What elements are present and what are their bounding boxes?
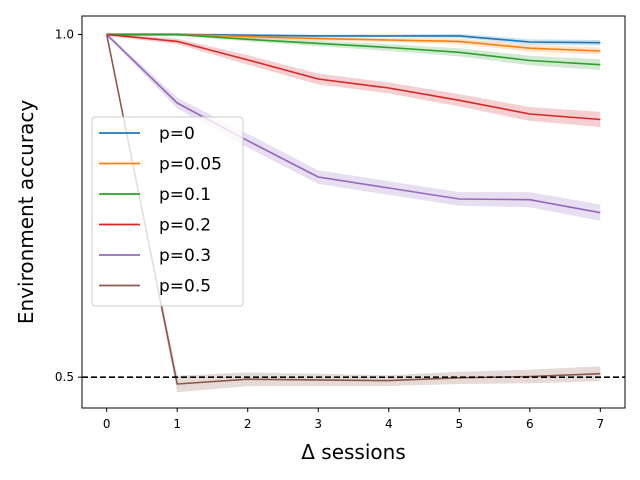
y-axis-label: Environment accuracy	[14, 100, 38, 324]
legend-label-p=0: p=0	[159, 124, 195, 144]
y-axis-ticks: 0.5 1.0	[55, 28, 82, 385]
x-tick-label: 7	[596, 417, 604, 431]
x-tick-label: 3	[314, 417, 322, 431]
legend-label-p=0.3: p=0.3	[159, 246, 211, 266]
x-tick-label: 0	[103, 417, 111, 431]
x-axis-label: Δ sessions	[301, 440, 406, 464]
legend-label-p=0.2: p=0.2	[159, 216, 211, 236]
y-tick-label: 0.5	[55, 370, 74, 384]
x-tick-label: 5	[455, 417, 463, 431]
legend-label-p=0.05: p=0.05	[159, 155, 222, 175]
x-tick-label: 1	[173, 417, 181, 431]
x-tick-label: 4	[385, 417, 393, 431]
x-axis-ticks: 0 1 2 3 4 5 6 7	[103, 408, 604, 431]
y-tick-label: 1.0	[55, 28, 74, 42]
legend-label-p=0.1: p=0.1	[159, 185, 211, 205]
legend: p=0 p=0.05 p=0.1 p=0.2 p=0.3 p=0.5	[92, 117, 243, 306]
x-tick-label: 6	[526, 417, 534, 431]
legend-label-p=0.5: p=0.5	[159, 277, 211, 297]
x-tick-label: 2	[244, 417, 252, 431]
